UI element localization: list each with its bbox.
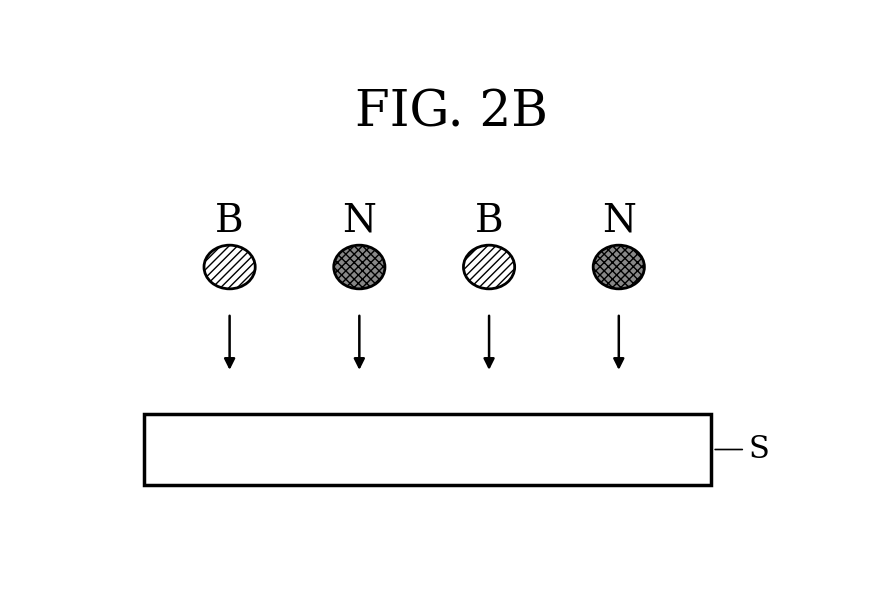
Ellipse shape	[593, 245, 644, 289]
Bar	[144, 414, 711, 485]
Text: N: N	[343, 202, 376, 239]
Text: S: S	[749, 434, 769, 465]
Ellipse shape	[204, 245, 255, 289]
Text: N: N	[602, 202, 636, 239]
Text: B: B	[475, 202, 503, 239]
Text: B: B	[215, 202, 244, 239]
Ellipse shape	[463, 245, 515, 289]
Ellipse shape	[334, 245, 385, 289]
Text: FIG. 2B: FIG. 2B	[355, 88, 548, 138]
